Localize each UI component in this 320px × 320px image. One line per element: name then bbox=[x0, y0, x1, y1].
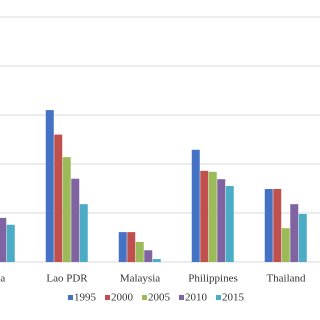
bar bbox=[225, 186, 234, 262]
legend-swatch bbox=[179, 295, 184, 300]
bar bbox=[71, 178, 80, 262]
bar bbox=[6, 224, 15, 262]
legend-label: 2000 bbox=[111, 292, 134, 304]
bar bbox=[200, 170, 209, 262]
bar bbox=[62, 157, 71, 262]
legend-label: 2015 bbox=[222, 292, 245, 304]
bar bbox=[208, 171, 217, 262]
bar bbox=[152, 259, 161, 262]
bar bbox=[118, 232, 127, 262]
bar bbox=[298, 213, 307, 262]
bar bbox=[54, 134, 63, 262]
legend-label: 2005 bbox=[148, 292, 171, 304]
bar bbox=[191, 149, 200, 262]
bar bbox=[273, 188, 282, 262]
legend-swatch bbox=[105, 295, 110, 300]
x-tick-label: Thailand bbox=[266, 273, 306, 285]
bar bbox=[144, 250, 153, 262]
legend-swatch bbox=[142, 295, 147, 300]
x-tick-label: Malaysia bbox=[120, 273, 160, 285]
legend-swatch bbox=[68, 295, 73, 300]
bar bbox=[290, 204, 299, 262]
bar bbox=[127, 232, 136, 262]
x-tick-label: Lao PDR bbox=[46, 273, 88, 285]
bar bbox=[45, 110, 54, 262]
bar bbox=[264, 188, 273, 262]
bar bbox=[217, 179, 226, 262]
bar bbox=[135, 241, 144, 262]
bar bbox=[281, 228, 290, 262]
bar bbox=[0, 217, 7, 262]
legend-label: 1995 bbox=[74, 292, 97, 304]
legend-swatch bbox=[216, 295, 221, 300]
legend-label: 2010 bbox=[185, 292, 208, 304]
x-tick-label: Philippines bbox=[188, 273, 238, 285]
bar bbox=[79, 204, 88, 262]
x-tick-label: nesia bbox=[0, 273, 5, 285]
